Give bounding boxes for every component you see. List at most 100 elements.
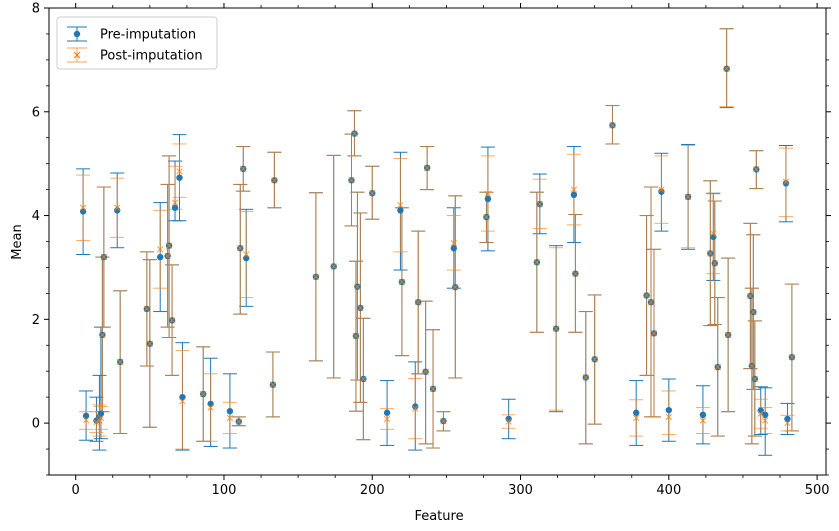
data-point — [82, 412, 90, 420]
y-tick-label: 2 — [32, 313, 40, 328]
axes-layer: 0 100 200 300 400 500 0 2 4 6 8 — [32, 2, 831, 498]
data-point — [143, 305, 151, 313]
data-point — [714, 363, 721, 371]
data-point — [784, 419, 791, 427]
data-point — [710, 230, 717, 237]
data-point — [707, 250, 714, 257]
data-point — [658, 188, 665, 195]
error-bar — [172, 143, 187, 198]
y-tick-label: 0 — [32, 417, 40, 432]
data-point — [452, 283, 459, 291]
data-point — [360, 375, 367, 383]
data-point — [226, 414, 234, 422]
data-point — [171, 204, 179, 211]
data-point — [79, 204, 87, 211]
data-point — [422, 368, 429, 375]
data-point — [650, 330, 658, 337]
data-point — [723, 65, 730, 72]
legend-label-post-imputation: Post-imputation — [100, 49, 203, 64]
legend-label-pre-imputation: Pre-imputation — [100, 28, 196, 43]
data-point — [146, 340, 154, 347]
data-point — [243, 251, 250, 258]
data-point — [269, 381, 277, 388]
data-point — [100, 253, 108, 261]
data-point — [643, 292, 650, 299]
data-point — [415, 299, 422, 306]
data-point — [176, 168, 183, 175]
legend-swatch-post-imputation — [67, 47, 87, 63]
x-tick-label: 200 — [360, 483, 385, 498]
data-point — [632, 409, 640, 416]
data-point — [164, 252, 171, 260]
data-point — [782, 180, 790, 187]
data-point — [423, 164, 431, 172]
data-point — [591, 356, 598, 363]
data-point — [165, 242, 173, 249]
data-point — [114, 204, 121, 211]
data-point — [207, 400, 214, 408]
data-point — [552, 325, 560, 332]
data-point — [484, 195, 492, 203]
data-point — [179, 393, 186, 401]
legend: Pre-imputation Post-imputation — [56, 16, 218, 70]
data-point — [397, 201, 404, 209]
data-point — [762, 411, 769, 419]
data-point — [330, 263, 337, 270]
data-point — [82, 416, 90, 424]
data-point — [97, 410, 105, 417]
data-point — [483, 213, 490, 221]
data-point — [171, 199, 179, 206]
data-point — [157, 253, 164, 261]
markers-layer — [79, 65, 796, 427]
data-point — [450, 239, 457, 247]
data-point — [484, 190, 492, 197]
data-point — [176, 174, 183, 181]
data-point — [240, 165, 247, 173]
data-point — [450, 245, 458, 252]
x-tick-label: 500 — [805, 483, 830, 498]
data-point — [784, 415, 791, 423]
x-tick-label: 300 — [508, 483, 533, 498]
data-point — [383, 409, 391, 416]
data-point — [97, 414, 105, 422]
data-point — [724, 331, 732, 339]
y-tick-label: 8 — [32, 2, 40, 17]
data-point — [369, 190, 376, 197]
data-point — [609, 122, 616, 129]
data-point — [570, 191, 578, 198]
data-point — [179, 398, 186, 405]
data-point — [99, 331, 106, 339]
data-point — [751, 375, 759, 383]
data-point — [200, 390, 207, 398]
legend-item-pre-imputation: Pre-imputation — [67, 26, 196, 43]
legend-frame — [56, 16, 218, 70]
data-point — [572, 270, 579, 277]
data-point — [243, 254, 250, 262]
data-point — [633, 414, 640, 422]
data-point — [750, 308, 757, 316]
data-point — [440, 417, 447, 425]
data-point — [570, 186, 578, 193]
data-point — [357, 304, 364, 312]
data-point — [398, 278, 406, 286]
data-point — [658, 186, 665, 193]
data-point — [647, 299, 655, 306]
data-point — [397, 207, 404, 214]
data-point — [235, 418, 242, 425]
data-point — [383, 415, 391, 423]
data-point — [429, 385, 437, 393]
data-point — [354, 283, 361, 290]
data-point — [699, 411, 707, 419]
x-tick-label: 400 — [656, 483, 681, 498]
data-point — [351, 130, 358, 137]
data-point — [226, 407, 234, 415]
data-point — [271, 177, 278, 184]
data-point — [79, 208, 87, 215]
legend-item-post-imputation: Post-imputation — [67, 47, 203, 64]
x-tick-label: 0 — [72, 483, 80, 498]
data-point — [747, 292, 754, 300]
data-point — [782, 178, 790, 186]
x-tick-label: 100 — [212, 483, 237, 498]
